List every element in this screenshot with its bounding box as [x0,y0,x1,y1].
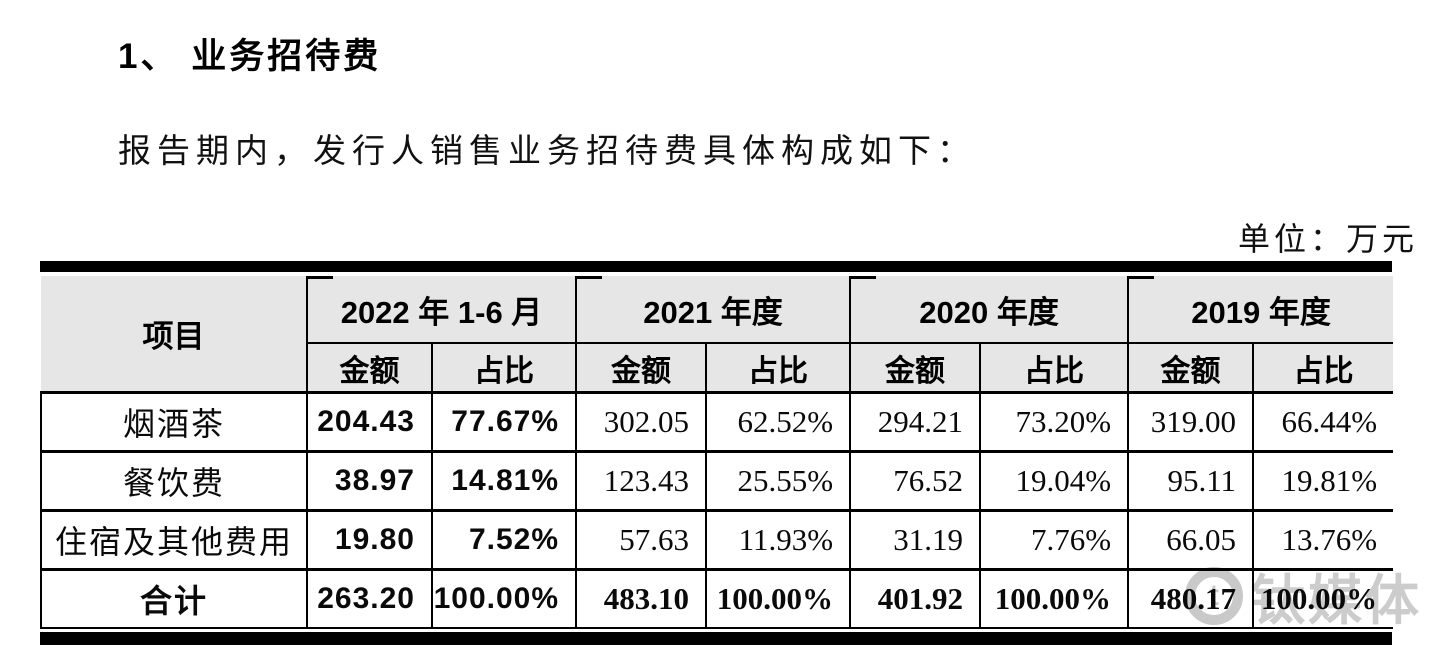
amount-cell: 38.97 [306,450,433,512]
ratio-cell: 19.81% [1252,450,1394,512]
unit-label: 单位：万元 [1237,221,1418,257]
header-period-2019: 2019 年度 [1127,276,1394,344]
expense-table: 项目 2022 年 1-6 月 2021 年度 2020 年度 2019 年度 … [40,261,1394,645]
ratio-cell: 66.44% [1252,391,1394,453]
header-amount-2021: 金额 [575,342,708,394]
header-ratio-2021: 占比 [705,342,852,394]
header-ratio-2020: 占比 [979,342,1130,394]
table-bottom-border [40,632,1392,645]
amount-cell: 204.43 [306,391,433,453]
amount-cell: 19.80 [306,509,433,571]
header-period-2022: 2022 年 1-6 月 [305,276,578,344]
header-amount-2019: 金额 [1127,342,1255,394]
table-row-lodging: 住宿及其他费用 19.80 7.52% 57.63 11.93% 31.19 7… [40,509,1394,571]
ratio-cell: 100.00% [430,568,578,629]
header-period-2020: 2020 年度 [849,276,1130,344]
ratio-cell: 77.67% [430,391,578,453]
expense-table-grid: 项目 2022 年 1-6 月 2021 年度 2020 年度 2019 年度 … [40,276,1394,629]
header-period-2021: 2021 年度 [575,276,852,344]
table-row-dining: 餐饮费 38.97 14.81% 123.43 25.55% 76.52 19.… [40,450,1394,512]
amount-cell: 302.05 [575,391,708,453]
ratio-cell: 73.20% [979,391,1130,453]
amount-cell: 31.19 [849,509,982,571]
header-sub-row: 金额 占比 金额 占比 金额 占比 金额 占比 [41,342,1394,394]
header-amount-2022: 金额 [307,342,433,394]
amount-cell: 483.10 [575,568,708,629]
amount-cell: 480.17 [1127,568,1255,629]
intro-text: 报告期内，发行人销售业务招待费具体构成如下： [118,134,976,170]
amount-cell: 57.63 [575,509,708,571]
ratio-cell: 13.76% [1252,509,1394,571]
ratio-cell: 100.00% [1252,568,1394,629]
ratio-cell: 100.00% [979,568,1130,629]
amount-cell: 95.11 [1127,450,1255,512]
amount-cell: 263.20 [306,568,433,629]
ratio-cell: 25.55% [705,450,852,512]
table-top-border [40,261,1392,272]
row-label: 合计 [40,568,308,629]
amount-cell: 401.92 [849,568,982,629]
header-ratio-2019: 占比 [1252,342,1394,394]
amount-cell: 294.21 [849,391,982,453]
header-item: 项目 [41,276,308,394]
amount-cell: 76.52 [849,450,982,512]
ratio-cell: 11.93% [705,509,852,571]
amount-cell: 66.05 [1127,509,1255,571]
amount-cell: 319.00 [1127,391,1255,453]
ratio-cell: 7.76% [979,509,1130,571]
ratio-cell: 19.04% [979,450,1130,512]
section-title: 1、 业务招待费 [118,37,382,76]
table-row-tobacco: 烟酒茶 204.43 77.67% 302.05 62.52% 294.21 7… [40,391,1394,453]
header-ratio-2022: 占比 [430,342,578,394]
amount-cell: 123.43 [575,450,708,512]
ratio-cell: 62.52% [705,391,852,453]
ratio-cell: 100.00% [705,568,852,629]
header-amount-2020: 金额 [849,342,982,394]
table-row-total: 合计 263.20 100.00% 483.10 100.00% 401.92 … [40,568,1394,629]
ratio-cell: 14.81% [430,450,578,512]
row-label: 烟酒茶 [40,391,308,453]
ratio-cell: 7.52% [430,509,578,571]
row-label: 住宿及其他费用 [40,509,308,571]
row-label: 餐饮费 [40,450,308,512]
header-group-row: 项目 2022 年 1-6 月 2021 年度 2020 年度 2019 年度 [41,276,1394,394]
